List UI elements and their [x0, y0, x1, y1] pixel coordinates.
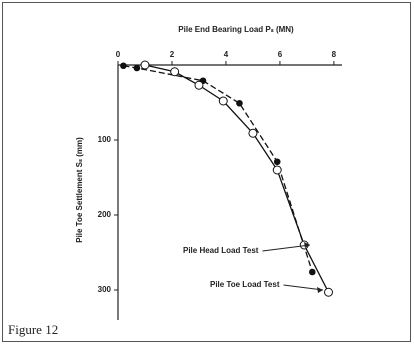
legend-label: Pile Head Load Test: [183, 246, 259, 255]
point: [194, 80, 204, 90]
point: [170, 67, 180, 77]
point: [218, 96, 228, 106]
point: [309, 268, 316, 276]
y-tick-label: 100: [98, 135, 112, 144]
legend-arrow: [283, 284, 324, 291]
legend-label: Pile Toe Load Test: [210, 280, 280, 289]
x-tick-label: 0: [116, 50, 121, 59]
y-axis-label: Pile Toe Settlement Sₛ (mm): [75, 137, 84, 243]
frame: [2, 2, 411, 342]
point: [140, 60, 150, 70]
point: [120, 62, 127, 70]
x-tick-label: 2: [170, 50, 175, 59]
legend-arrowhead: [317, 287, 323, 293]
point: [133, 64, 141, 72]
x-tick-label: 4: [224, 50, 229, 59]
legend-arrowhead: [304, 242, 310, 248]
point: [248, 128, 258, 138]
point: [324, 287, 334, 297]
point: [273, 158, 281, 166]
series-line: [123, 65, 313, 273]
point: [272, 165, 282, 175]
legend-arrow: [262, 244, 311, 252]
y-tick-label: 200: [98, 210, 112, 219]
chart-title: Pile End Bearing Load Pₛ (MN): [178, 25, 294, 34]
y-tick-label: 300: [98, 285, 112, 294]
x-tick-label: 8: [332, 50, 337, 59]
x-tick-label: 6: [278, 50, 283, 59]
series-line: [144, 64, 330, 293]
caption: Figure 12: [8, 322, 58, 337]
point: [236, 99, 243, 107]
